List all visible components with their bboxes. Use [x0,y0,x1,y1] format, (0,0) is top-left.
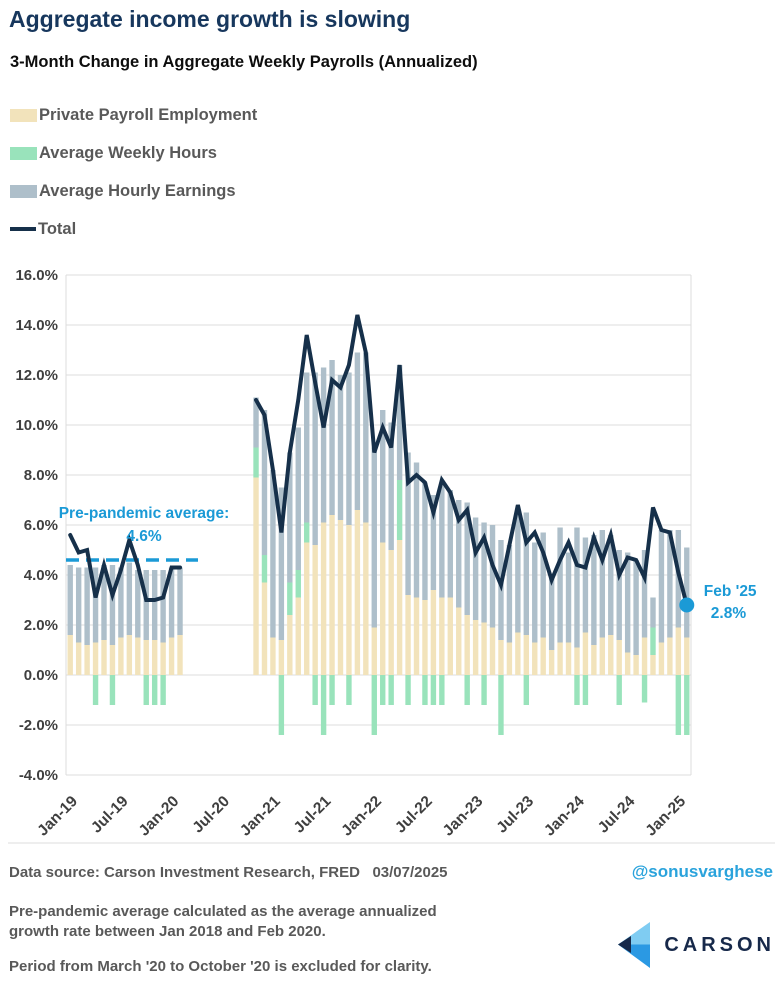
svg-text:Jan-24: Jan-24 [541,793,588,840]
pre-pandemic-annotation-line2: 4.6% [126,528,162,545]
svg-text:Jan-22: Jan-22 [338,793,385,840]
svg-text:Jan-21: Jan-21 [237,793,284,840]
footer: Data source: Carson Investment Research,… [0,850,782,990]
svg-text:Jan-25: Jan-25 [642,793,689,840]
svg-text:0.0%: 0.0% [24,667,58,684]
end-annotation-line2: 2.8% [711,605,747,622]
svg-text:4.0%: 4.0% [24,567,58,584]
legend-label: Average Weekly Hours [39,143,217,162]
svg-text:Jan-20: Jan-20 [136,793,183,840]
svg-text:8.0%: 8.0% [24,467,58,484]
svg-text:Jul-22: Jul-22 [392,793,436,837]
svg-text:10.0%: 10.0% [15,417,58,434]
carson-logo: CARSON [615,922,775,968]
payrolls-combo-chart: -4.0% -2.0% 0.0% 2.0% 4.0% 6.0% 8.0% 10.0% 12.0%… [8,267,775,844]
svg-text:14.0%: 14.0% [15,317,58,334]
legend-item-weekly-hours: Average Weekly Hours [10,134,257,172]
svg-text:16.0%: 16.0% [15,267,58,284]
svg-text:Jul-19: Jul-19 [88,793,132,837]
svg-text:Jul-21: Jul-21 [291,793,335,837]
pre-pandemic-annotation-line1: Pre-pandemic average: [59,505,230,522]
chart-subtitle: 3-Month Change in Aggregate Weekly Payro… [10,53,478,71]
svg-text:Jan-19: Jan-19 [34,793,81,840]
svg-text:Jul-24: Jul-24 [595,793,639,837]
carson-logo-text: CARSON [664,933,775,956]
bars-layer [67,352,690,735]
svg-text:12.0%: 12.0% [15,367,58,384]
page-title: Aggregate income growth is slowing [9,6,411,32]
hours-swatch-icon [10,146,37,160]
carson-logo-icon [618,922,651,968]
source-row: Data source: Carson Investment Research,… [9,862,773,882]
svg-text:6.0%: 6.0% [24,517,58,534]
legend-label: Total [38,219,77,238]
svg-text:Jul-20: Jul-20 [189,793,233,837]
legend-item-hourly-earnings: Average Hourly Earnings [10,172,257,210]
legend: Private Payroll Employment Average Weekl… [10,96,257,248]
svg-text:-2.0%: -2.0% [19,717,58,734]
end-annotation-line1: Feb '25 [704,583,757,600]
total-line-layer [66,314,695,613]
footnote-pre-pandemic: Pre-pandemic average calculated as the a… [9,903,437,941]
legend-label: Private Payroll Employment [39,105,258,124]
feb-25-marker [679,597,695,613]
svg-text:-4.0%: -4.0% [19,767,58,784]
chart-area: -4.0% -2.0% 0.0% 2.0% 4.0% 6.0% 8.0% 10.0% 12.0%… [0,250,782,850]
svg-text:Jan-23: Jan-23 [440,793,487,840]
footnote-exclusion: Period from March '20 to October '20 is … [9,958,432,975]
payroll-swatch-icon [10,108,37,122]
earnings-swatch-icon [10,184,37,198]
data-source-text: Data source: Carson Investment Research,… [9,864,448,881]
svg-text:Jul-23: Jul-23 [493,793,537,837]
legend-label: Average Hourly Earnings [39,181,236,200]
legend-item-private-payroll: Private Payroll Employment [10,96,257,134]
total-line-swatch-icon [10,227,36,231]
twitter-handle: @sonusvarghese [631,862,773,881]
legend-item-total: Total [10,210,257,248]
gridlines [8,274,775,844]
svg-text:2.0%: 2.0% [24,617,58,634]
